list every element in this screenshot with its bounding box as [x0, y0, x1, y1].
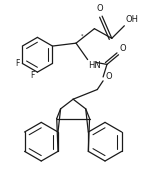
Text: OH: OH	[125, 15, 138, 24]
Text: O: O	[120, 44, 126, 53]
Text: HN: HN	[89, 61, 101, 70]
Text: O: O	[105, 73, 112, 81]
Text: F: F	[30, 71, 35, 80]
Text: *: *	[81, 33, 83, 38]
Text: F: F	[15, 59, 19, 68]
Text: O: O	[97, 4, 103, 13]
